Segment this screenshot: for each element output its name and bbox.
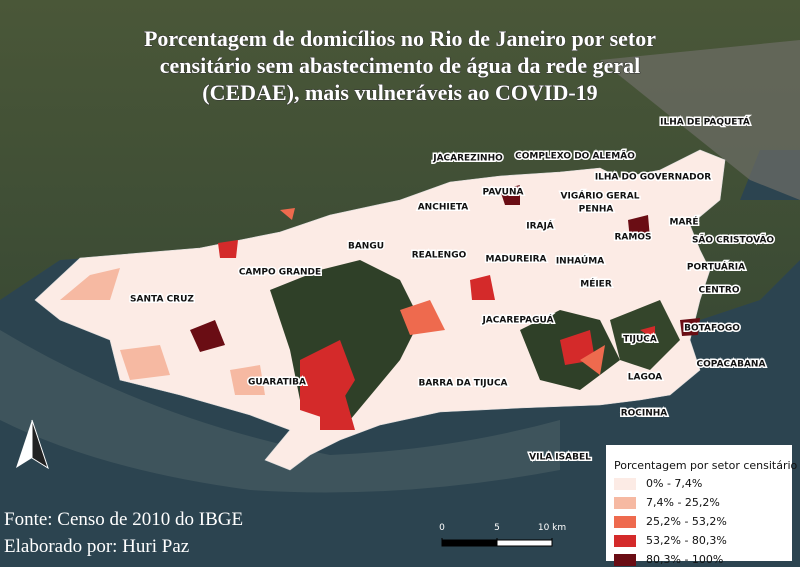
- legend-swatch: [614, 554, 636, 566]
- region-label: COMPLEXO DO ALEMÃO: [515, 151, 635, 162]
- legend-label: 7,4% - 25,2%: [646, 496, 720, 509]
- sector-patch: [60, 268, 120, 300]
- coast: [0, 330, 560, 493]
- legend-swatch: [614, 478, 636, 490]
- patches: [60, 185, 700, 430]
- sector-patch: [640, 326, 655, 340]
- title: Porcentagem de domicílios no Rio de Jane…: [143, 26, 656, 106]
- title-line: (CEDAE), mais vulneráveis ao COVID-19: [202, 80, 597, 105]
- region-label: RAMOS: [615, 233, 652, 243]
- legend-label: 0% - 7,4%: [646, 477, 702, 490]
- scale-label: 10 km: [538, 523, 566, 533]
- region-label: IRAJÁ: [526, 220, 554, 232]
- sector-patch: [120, 345, 170, 380]
- labels: ILHA DE PAQUETÁ JACAREZINHO COMPLEXO DO AL…: [129, 114, 776, 464]
- source-line: Fonte: Censo de 2010 do IBGE: [4, 509, 243, 530]
- legend-label: 25,2% - 53,2%: [646, 515, 727, 528]
- region-label: ROCINHA: [621, 409, 668, 419]
- sector-patch: [580, 345, 605, 375]
- region-label: JACAREZINHO: [432, 154, 503, 164]
- region-label: LAGOA: [628, 373, 662, 383]
- region-label: BOTAFOGO: [684, 324, 740, 334]
- sector-patch: [400, 300, 445, 335]
- legend-swatch: [614, 497, 636, 509]
- source-line: Elaborado por: Huri Paz: [4, 536, 189, 557]
- title-line: censitário sem abastecimento de água da …: [160, 53, 640, 78]
- region-label: GUARATIBA: [248, 378, 306, 388]
- scale-bar: 0 5 10 km: [439, 523, 566, 547]
- region-label: MADUREIRA: [485, 255, 546, 265]
- region-label: REALENGO: [412, 251, 467, 261]
- region-label: VILA ISABEL: [529, 453, 591, 463]
- legend-title: Porcentagem por setor censitário: [614, 459, 798, 472]
- scale-label: 0: [439, 523, 445, 533]
- scale-segment: [496, 539, 553, 547]
- scale-label: 5: [494, 523, 500, 533]
- region-label: VIGÁRIO GERAL: [561, 190, 640, 202]
- urban-area: [600, 40, 800, 200]
- sector-patch: [280, 208, 295, 220]
- region-label: SANTA CRUZ: [130, 295, 194, 305]
- region-label: PAVUNA: [483, 188, 524, 198]
- sector-patch: [230, 365, 265, 395]
- region-label: MARÉ: [670, 216, 699, 228]
- region-label: COPACABANA: [697, 360, 766, 370]
- sector-patch: [628, 215, 650, 240]
- source: Fonte: Censo de 2010 do IBGE Elaborado po…: [4, 509, 243, 557]
- sector-patch: [680, 318, 700, 336]
- region-label: BANGU: [348, 242, 384, 252]
- region-label: TIJUCA: [623, 335, 657, 345]
- sector-patch: [218, 240, 238, 258]
- north-arrow: [16, 419, 49, 470]
- legend-label: 80,3% - 100%: [646, 553, 723, 566]
- legend-swatch: [614, 516, 636, 528]
- sector-patch: [500, 185, 520, 205]
- sector-patch: [320, 395, 355, 430]
- title-line: Porcentagem de domicílios no Rio de Jane…: [144, 26, 656, 51]
- legend: Porcentagem por setor censitário 0% - 7,…: [606, 445, 798, 566]
- region-label: SÃO CRISTOVÃO: [692, 235, 774, 246]
- region-label: PORTUÁRIA: [687, 261, 745, 273]
- region-label: MÉIER: [580, 278, 612, 290]
- legend-label: 53,2% - 80,3%: [646, 534, 727, 547]
- region-label: ANCHIETA: [418, 203, 469, 213]
- region-label: ILHA DO GOVERNADOR: [595, 173, 711, 183]
- region-label: JACAREPAGUÁ: [481, 314, 553, 326]
- legend-swatch: [614, 535, 636, 547]
- region-label: ILHA DE PAQUETÁ: [660, 116, 750, 128]
- region-label: PENHA: [579, 205, 614, 215]
- region-label: CAMPO GRANDE: [239, 268, 321, 278]
- sector-patch: [470, 275, 495, 300]
- scale-segment: [441, 539, 498, 547]
- sector-patch: [190, 320, 225, 352]
- region-label: BARRA DA TIJUCA: [418, 379, 507, 389]
- legend-box: [606, 445, 792, 561]
- region-label: CENTRO: [698, 286, 739, 296]
- massif: [610, 300, 680, 370]
- region-label: INHAÚMA: [556, 255, 604, 267]
